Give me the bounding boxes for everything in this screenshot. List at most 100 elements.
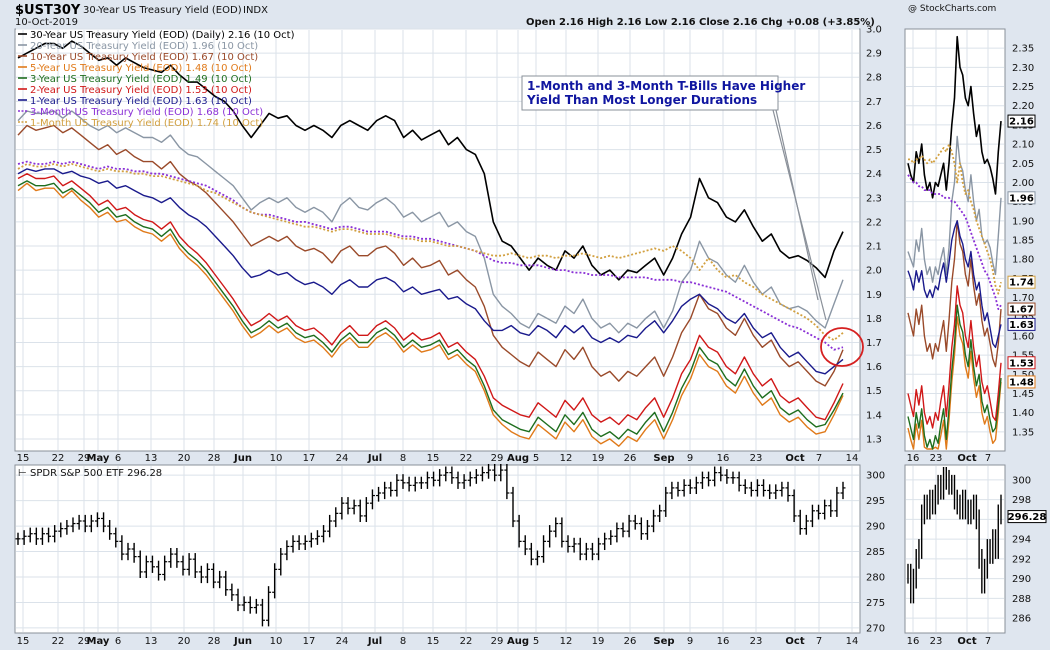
inset-series-line-0 <box>907 35 1002 199</box>
spy-tick: 14 <box>846 636 859 647</box>
spy-tick: 5 <box>533 636 539 647</box>
inset-series-line-2 <box>907 220 1002 368</box>
spy-ytick: 280 <box>866 573 885 584</box>
spy-inset-tick: Oct <box>957 636 976 647</box>
yield-tick: 12 <box>560 453 573 464</box>
inset-series-line-6 <box>907 220 1002 349</box>
yield-inset-tick: Oct <box>957 453 976 464</box>
yield-inset-ytick: 1.35 <box>1012 427 1034 438</box>
watermark: @ StockCharts.com <box>908 4 996 14</box>
annotation-pointer-2 <box>775 109 819 301</box>
spy-tick: 20 <box>178 636 191 647</box>
inset-value-label: 1.67 <box>1009 305 1034 316</box>
spy-panel <box>14 464 861 634</box>
spy-inset-ytick: 298 <box>1012 495 1031 506</box>
symbol-name: 30-Year US Treasury Yield (EOD) <box>83 5 242 16</box>
yield-inset-ytick: 2.10 <box>1012 140 1034 151</box>
spy-tick: 6 <box>115 636 121 647</box>
yield-inset-ytick: 1.85 <box>1012 236 1034 247</box>
spy-tick: 22 <box>460 636 473 647</box>
inset-series-line-3 <box>907 316 1002 450</box>
yield-tick: 19 <box>592 453 605 464</box>
yield-inset-tick: 23 <box>930 453 943 464</box>
legend-entry: 20-Year US Treasury Yield (EOD) 1.96 (10… <box>30 41 258 52</box>
exchange-label: INDX <box>243 5 268 16</box>
inset-value-box <box>1007 317 1036 331</box>
yield-ytick: 1.5 <box>866 386 882 397</box>
date-label: 10-Oct-2019 <box>15 17 78 28</box>
yield-tick: 6 <box>115 453 121 464</box>
inset-value-label: 1.96 <box>1009 193 1034 204</box>
spy-title: SPDR S&P 500 ETF 296.28 <box>30 468 162 479</box>
spy-tick: 7 <box>816 636 822 647</box>
series-line-7 <box>17 160 844 351</box>
spy-ytick: 290 <box>866 522 885 533</box>
yield-ytick: 2.3 <box>866 193 882 204</box>
spy-inset-tick: 23 <box>930 636 943 647</box>
spy-tick: 15 <box>427 636 440 647</box>
spy-tick: 28 <box>208 636 221 647</box>
yield-ytick: 2.4 <box>866 169 882 180</box>
inset-value-label: 1.53 <box>1009 358 1034 369</box>
series-layer <box>17 40 844 447</box>
spy-layer <box>15 463 1002 627</box>
yield-tick: 22 <box>52 453 65 464</box>
yield-tick: 22 <box>460 453 473 464</box>
spy-tick: 22 <box>52 636 65 647</box>
yield-ytick: 2.0 <box>866 266 882 277</box>
spy-inset-ytick: 292 <box>1012 554 1031 565</box>
yield-tick: 23 <box>750 453 763 464</box>
yield-inset-ytick: 1.70 <box>1012 293 1034 304</box>
inset-value-label: 2.16 <box>1009 117 1034 128</box>
inset-series-line-7 <box>907 174 1002 311</box>
spy-tick: May <box>87 636 110 647</box>
yield-ytick: 2.7 <box>866 97 882 108</box>
yield-inset-ytick: 1.40 <box>1012 408 1034 419</box>
spy-tick: 19 <box>592 636 605 647</box>
yield-tick: 29 <box>491 453 504 464</box>
spy-inset-ytick: 286 <box>1012 614 1031 625</box>
symbol: $UST30Y <box>15 3 81 18</box>
yield-ytick: 2.5 <box>866 145 882 156</box>
yield-ytick: 2.1 <box>866 242 882 253</box>
yield-tick: 16 <box>717 453 730 464</box>
series-line-1 <box>17 110 844 334</box>
inset-value-box <box>1007 302 1036 316</box>
spy-inset-tick: 7 <box>985 636 991 647</box>
yield-inset-ytick: 1.50 <box>1012 370 1034 381</box>
ohlc-readout: Open 2.16 High 2.16 Low 2.16 Close 2.16 … <box>526 17 875 28</box>
yield-tick: 28 <box>208 453 221 464</box>
yield-inset-ytick: 2.20 <box>1012 101 1034 112</box>
yield-tick: 29 <box>78 453 91 464</box>
annotation-line-2: Yield Than Most Longer Durations <box>526 93 757 107</box>
yield-ytick: 1.8 <box>866 314 882 325</box>
spy-tick: Jun <box>233 636 252 647</box>
yield-tick: Aug <box>507 453 529 464</box>
yield-ytick: 1.9 <box>866 290 882 301</box>
yield-tick: Jun <box>233 453 252 464</box>
yield-tick: 24 <box>336 453 349 464</box>
inset-value-label: 1.74 <box>1009 278 1034 289</box>
spy-tick: 9 <box>687 636 693 647</box>
annotation-line-1: 1-Month and 3-Month T-Bills Have Higher <box>527 79 805 93</box>
yield-tick: 13 <box>145 453 158 464</box>
yield-tick: 20 <box>178 453 191 464</box>
yield-tick: 10 <box>270 453 283 464</box>
yield-tick: Sep <box>653 453 674 464</box>
spy-inset-value-box <box>1007 510 1047 524</box>
yield-tick: May <box>87 453 110 464</box>
yield-tick: 9 <box>687 453 693 464</box>
spy-tick: 29 <box>491 636 504 647</box>
yield-tick: Oct <box>785 453 804 464</box>
legend: 30-Year US Treasury Yield (EOD) (Daily) … <box>18 30 295 129</box>
spy-title-icon: ⊢ <box>18 468 27 479</box>
yield-ytick: 3.0 <box>866 25 882 36</box>
inset-series-line-8 <box>908 143 1002 295</box>
series-line-4 <box>17 180 844 440</box>
yield-inset-ytick: 2.25 <box>1012 82 1034 93</box>
series-line-0 <box>17 40 844 281</box>
legend-entry: 30-Year US Treasury Yield (EOD) (Daily) … <box>30 30 295 41</box>
spy-inset-ytick: 288 <box>1012 594 1031 605</box>
series-line-8 <box>17 163 844 342</box>
